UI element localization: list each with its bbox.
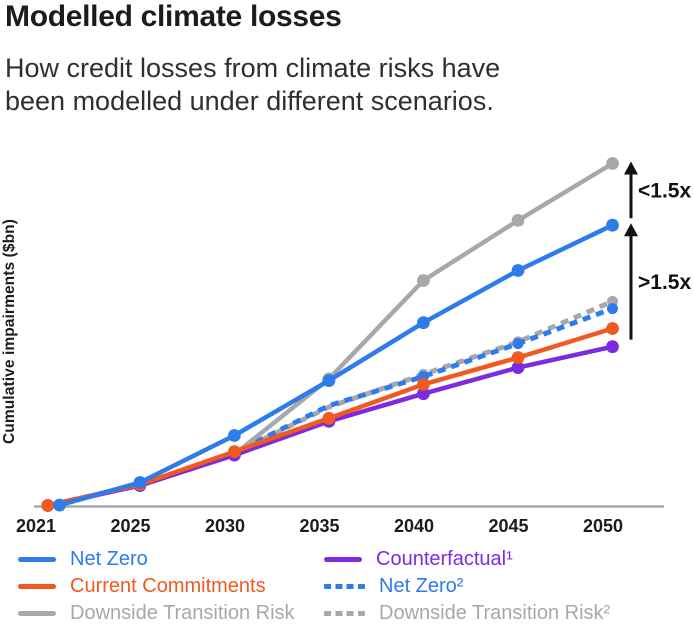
series-dot-current-commitments (322, 411, 336, 425)
legend-item-counterfactual: Counterfactual¹ (324, 547, 610, 570)
x-tick-label: 2021 (15, 516, 57, 536)
series-line-downside-transition-risk (47, 299, 614, 508)
legend-dashed-line-swatch (324, 610, 365, 616)
legend-label: Current Commitments (70, 574, 266, 597)
series-dot-net-zero (53, 498, 66, 512)
annotation-label: <1.5x (638, 179, 691, 202)
x-tick-label: 2045 (488, 516, 529, 536)
legend-line-swatch (324, 556, 362, 562)
legend-dashed-line-swatch (324, 583, 365, 589)
series-dot-current-commitments (417, 378, 430, 391)
legend-line-swatch (18, 583, 56, 589)
series-dot-net-zero (511, 264, 525, 277)
range-arrow-head (624, 223, 638, 237)
annotation-label: >1.5x (638, 271, 691, 294)
series-dot-net-zero (417, 316, 430, 330)
legend-label: Downside Transition Risk² (379, 601, 611, 624)
series-dot-net-zero (512, 338, 524, 350)
x-tick-label: 2030 (204, 516, 246, 536)
series-dot-downside-transition-risk (606, 157, 619, 170)
legend-item-net-zero: Net Zero (18, 547, 295, 570)
legend-column: Net Zero Current Commitments Downside Tran… (18, 547, 295, 630)
series-dot-current-commitments (228, 445, 241, 458)
range-arrow-head (624, 161, 638, 175)
legend-line-swatch (18, 556, 56, 562)
legend-label: Counterfactual¹ (376, 547, 513, 570)
series-dot-net-zero (228, 429, 241, 442)
subtitle-line-2: been modelled under different scenarios. (5, 86, 494, 116)
legend-label: Net Zero (70, 547, 148, 570)
legend-item-current-commitments: Current Commitments (18, 574, 295, 597)
legend-column: Counterfactual¹ Net Zero² Downside Transit… (324, 547, 611, 630)
x-tick-label: 2025 (110, 516, 151, 536)
legend-item-downside-transition-risk: Downside Transition Risk (18, 601, 295, 624)
page-title: Modelled climate losses (5, 0, 342, 33)
series-dot-counterfactual (417, 387, 430, 401)
series-dot-current-commitments (41, 499, 55, 512)
page-subtitle: How credit losses from climate risks hav… (5, 52, 500, 118)
x-tick-label: 2040 (393, 516, 435, 536)
series-dot-downside-transition-risk (417, 274, 430, 287)
series-dot-net-zero (133, 476, 147, 489)
x-tick-label: 2050 (582, 516, 624, 536)
series-dot-current-commitments (511, 351, 525, 364)
series-dot-current-commitments (606, 322, 619, 335)
series-dot-counterfactual (606, 340, 619, 354)
series-dot-counterfactual (511, 361, 525, 374)
series-dot-net-zero (322, 374, 336, 387)
legend-item-net-zero: Net Zero² (324, 574, 610, 597)
legend-line-swatch (18, 610, 56, 616)
series-dot-net-zero (607, 303, 618, 315)
legend-label: Net Zero² (379, 574, 464, 597)
series-line-downside-transition-risk (59, 161, 614, 508)
legend-item-downside-transition-risk: Downside Transition Risk² (324, 601, 611, 624)
series-dot-downside-transition-risk (511, 214, 525, 227)
x-tick-label: 2035 (299, 516, 340, 536)
series-dot-net-zero (606, 218, 619, 232)
subtitle-line-1: How credit losses from climate risks hav… (5, 53, 501, 83)
legend-label: Downside Transition Risk (70, 601, 295, 624)
